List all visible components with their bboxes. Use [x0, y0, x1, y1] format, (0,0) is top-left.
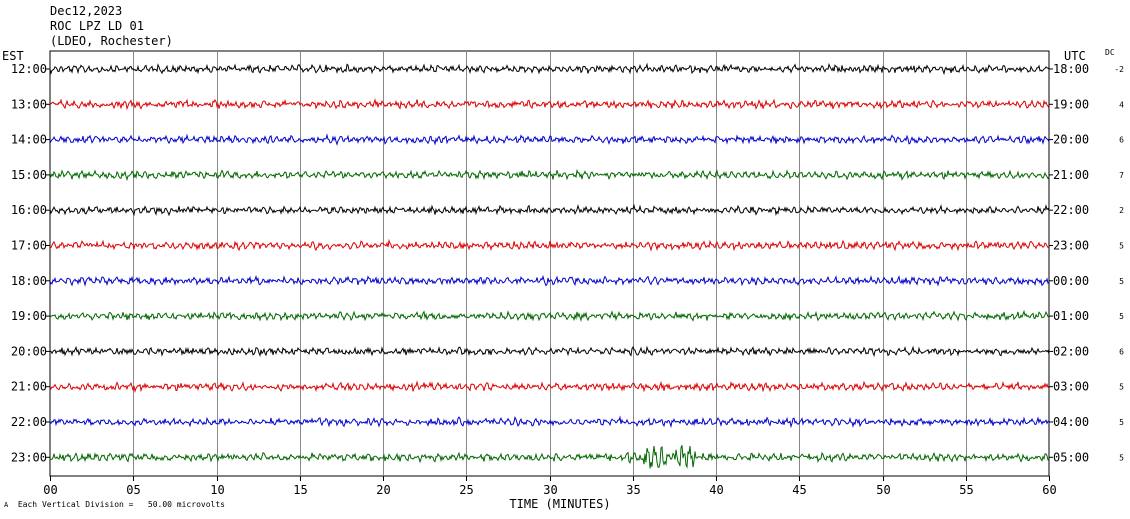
utc-hour-label: 05:00 — [1053, 450, 1089, 464]
est-hour-label: 21:00 — [11, 380, 47, 394]
utc-hour-label: 18:00 — [1053, 62, 1089, 76]
utc-hour-label: 03:00 — [1053, 380, 1089, 394]
trace-line — [49, 203, 1050, 217]
trace-line — [49, 415, 1050, 429]
x-axis-title: TIME (MINUTES) — [509, 497, 611, 511]
trace-line — [49, 309, 1050, 323]
dc-offset-label: 5 — [1119, 418, 1124, 427]
utc-hour-label: 01:00 — [1053, 309, 1089, 323]
dc-offset-label: 2 — [1119, 206, 1124, 215]
dc-offset-label: 6 — [1119, 136, 1124, 145]
est-hour-label: 16:00 — [11, 203, 47, 217]
plot-frame — [49, 50, 1050, 477]
x-tick-label: 00 — [43, 483, 57, 497]
utc-hour-label: 21:00 — [1053, 168, 1089, 182]
utc-hour-label: 19:00 — [1053, 97, 1089, 111]
x-tick-label: 05 — [126, 483, 140, 497]
dc-offset-label: 5 — [1119, 312, 1124, 321]
trace-line — [49, 98, 1050, 111]
footer-note: Each Vertical Division = 50.00 microvolt… — [17, 500, 225, 509]
utc-hour-label: 20:00 — [1053, 133, 1089, 147]
x-tick-label: 50 — [876, 483, 890, 497]
trace-line — [49, 62, 1050, 76]
trace-line — [49, 445, 1050, 469]
x-tick-label: 30 — [543, 483, 557, 497]
dc-offset-label: 5 — [1119, 453, 1124, 462]
x-tick-label: 10 — [210, 483, 224, 497]
est-hour-label: 23:00 — [11, 450, 47, 464]
dc-offset-label: 7 — [1119, 171, 1124, 180]
trace-line — [49, 238, 1050, 252]
trace-line — [49, 133, 1050, 146]
utc-hour-label: 22:00 — [1053, 203, 1089, 217]
est-hour-label: 17:00 — [11, 239, 47, 253]
est-axis-label: EST — [2, 49, 24, 63]
dc-column-label: DC — [1105, 48, 1115, 57]
header-location: (LDEO, Rochester) — [50, 34, 173, 48]
dc-offset-label: 5 — [1119, 242, 1124, 251]
x-tick-label: 20 — [376, 483, 390, 497]
trace-group — [49, 62, 1050, 469]
est-hour-label: 20:00 — [11, 344, 47, 358]
footer-scale-note: A Each Vertical Division = 50.00 microvo… — [4, 500, 225, 509]
est-hour-label: 12:00 — [11, 62, 47, 76]
x-tick-label: 55 — [959, 483, 973, 497]
trace-line — [49, 345, 1050, 358]
x-tick-label: 45 — [792, 483, 806, 497]
est-hour-label: 22:00 — [11, 415, 47, 429]
est-hour-label: 15:00 — [11, 168, 47, 182]
dc-offset-label: 5 — [1119, 383, 1124, 392]
header-date: Dec12,2023 — [50, 4, 123, 18]
utc-hour-label: 02:00 — [1053, 344, 1089, 358]
footer-mark: A — [4, 501, 9, 509]
dc-offset-label: 6 — [1119, 347, 1124, 356]
est-hour-label: 18:00 — [11, 274, 47, 288]
est-hour-label: 14:00 — [11, 133, 47, 147]
grid-lines — [46, 50, 1053, 481]
utc-hour-label: 23:00 — [1053, 239, 1089, 253]
x-tick-label: 35 — [626, 483, 640, 497]
x-tick-label: 60 — [1042, 483, 1056, 497]
x-tick-label: 15 — [293, 483, 307, 497]
dc-offset-label: 4 — [1119, 100, 1124, 109]
header-station: ROC LPZ LD 01 — [50, 19, 144, 33]
dc-offset-label: -2 — [1114, 65, 1124, 74]
trace-line — [49, 168, 1050, 182]
x-tick-label: 25 — [459, 483, 473, 497]
x-tick-label: 40 — [709, 483, 723, 497]
trace-line — [49, 380, 1050, 393]
est-hour-label: 13:00 — [11, 97, 47, 111]
utc-hour-label: 00:00 — [1053, 274, 1089, 288]
est-hour-label: 19:00 — [11, 309, 47, 323]
utc-axis-label: UTC — [1064, 49, 1086, 63]
trace-line — [49, 274, 1050, 287]
utc-hour-label: 04:00 — [1053, 415, 1089, 429]
dc-offset-label: 5 — [1119, 277, 1124, 286]
